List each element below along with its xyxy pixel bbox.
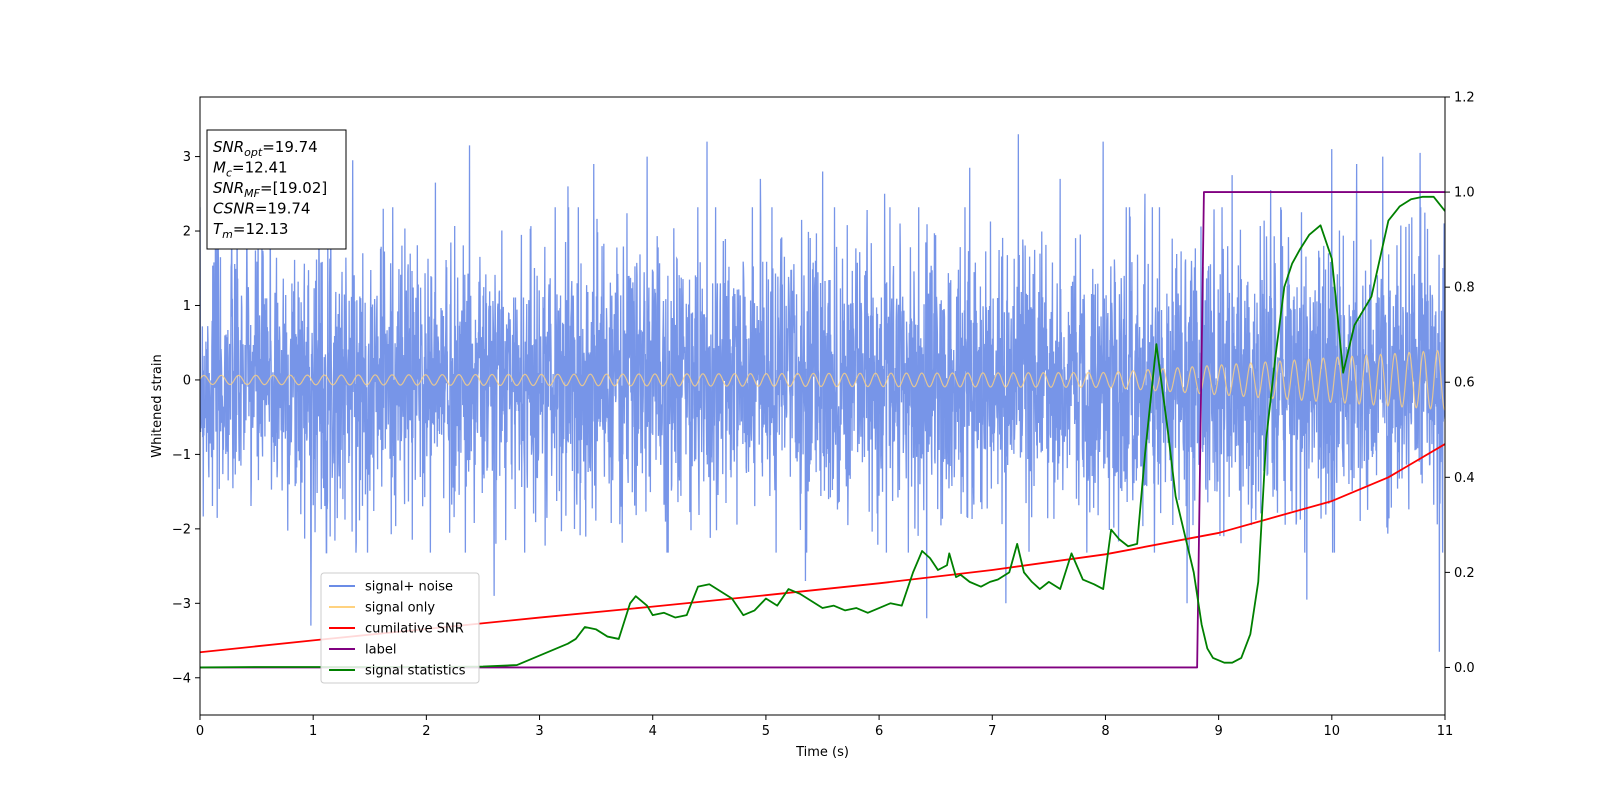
x-tick-label: 8 (1101, 724, 1109, 739)
x-tick-label: 3 (535, 724, 543, 739)
y-right-tick-label: 0.8 (1454, 281, 1475, 296)
legend-frame (320, 572, 480, 684)
info-line: CSNR=19.74 (213, 200, 310, 218)
series-label (200, 191, 1445, 669)
x-tick-label: 2 (422, 724, 430, 739)
y-tick-label: 1 (183, 299, 191, 314)
series-signal-noise (200, 134, 1445, 652)
y-right-tick-label: 0.2 (1454, 566, 1475, 581)
y-right-tick-label: 1.2 (1454, 91, 1475, 106)
y-tick-label: 3 (183, 150, 191, 165)
info-box: SNRopt=19.74Mc=12.41SNRMF=[19.02]CSNR=19… (206, 129, 347, 250)
x-tick-label: 1 (309, 724, 317, 739)
legend-label: signal statistics (365, 664, 466, 679)
info-line: Mc=12.41 (213, 159, 288, 180)
x-tick-label: 10 (1324, 724, 1341, 739)
x-tick-label: 11 (1437, 724, 1454, 739)
y-right-tick-label: 0.4 (1454, 471, 1475, 486)
x-tick-label: 9 (1214, 724, 1222, 739)
y-tick-label: −2 (172, 522, 191, 537)
y-tick-label: −4 (172, 671, 191, 686)
legend-label: cumilative SNR (365, 622, 464, 637)
y-right-tick-label: 0.0 (1454, 661, 1475, 676)
info-line: SNRopt=19.74 (213, 138, 318, 159)
y-axis-label: Whitened strain (150, 354, 165, 457)
info-line: SNRMF=[19.02] (213, 179, 327, 200)
y-tick-label: −1 (172, 448, 191, 463)
x-tick-label: 7 (988, 724, 996, 739)
legend: signal+ noise signal only cumilative SNR la… (320, 572, 480, 684)
series-signal-only (200, 349, 1445, 411)
x-axis-label: Time (s) (795, 745, 849, 760)
series-signal-statistics (200, 195, 1445, 669)
x-tick-label: 4 (649, 724, 657, 739)
y-tick-label: −3 (172, 597, 191, 612)
x-tick-label: 6 (875, 724, 883, 739)
plot-frame (199, 96, 1446, 716)
info-line: Tm=12.13 (213, 220, 288, 241)
axes-layer: 0 1 2 3 4 5 6 7 8 9 10 11 −4 −3 −2 −1 0 1 2 3 0.0 0.2 0.4 0.6 0.… (172, 91, 1475, 740)
x-tick-label: 5 (762, 724, 770, 739)
y-tick-label: 2 (183, 225, 191, 240)
y-tick-label: 0 (183, 373, 191, 388)
legend-label: signal only (365, 601, 435, 616)
y-right-tick-label: 0.6 (1454, 376, 1475, 391)
x-tick-label: 0 (196, 724, 204, 739)
legend-label: label (365, 643, 396, 658)
y-right-tick-label: 1.0 (1454, 186, 1475, 201)
legend-label: signal+ noise (365, 580, 453, 595)
info-box-frame (206, 129, 347, 250)
